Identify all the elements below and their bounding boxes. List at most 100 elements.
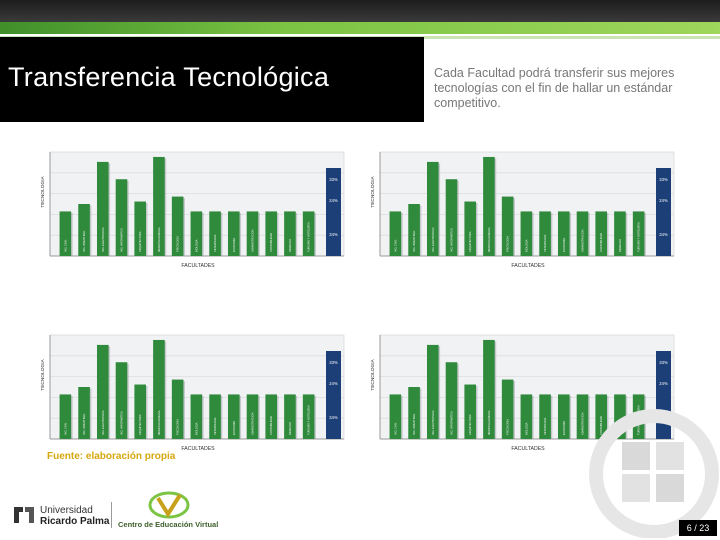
bar <box>190 394 203 439</box>
bar-label: ING. CIVIL <box>63 239 67 252</box>
bar <box>209 211 221 256</box>
title-box <box>0 37 424 122</box>
slide-description: Cada Facultad podrá transferir sus mejor… <box>434 66 675 110</box>
bar-chart-2: ING. CIVIL ING. INDUSTRIAL ING. ELECTRONIC… <box>370 151 675 268</box>
bar <box>595 394 608 439</box>
bar-label: DERECHO <box>288 239 292 252</box>
bar-label: MEDICINA HUMANA <box>157 227 161 252</box>
x-axis-label: FACULTADES <box>181 446 215 451</box>
bar-label: VETERINARIA <box>213 417 217 435</box>
bar <box>426 161 439 256</box>
bar-label: PSICOLOGIA <box>176 236 180 252</box>
bar-label: MEDICINA HUMANA <box>487 227 491 252</box>
bar-label: ING. INFORMATICA <box>450 228 454 252</box>
bar-label: TURISMO Y HOTELERIA <box>637 222 641 252</box>
bar <box>78 204 90 256</box>
bar-label: TURISMO Y HOTELERIA <box>307 405 311 435</box>
bar-label: CONTABILIDAD <box>269 416 273 435</box>
bar-label: ADMINISTRACION <box>251 412 255 435</box>
bar-label: MEDICINA HUMANA <box>157 410 161 435</box>
bar-label: BIOLOGIA <box>194 422 198 435</box>
bar <box>576 394 589 439</box>
bar <box>557 211 570 256</box>
bar-label: ING. INDUSTRIAL <box>412 230 416 252</box>
bar <box>539 394 551 439</box>
page-number: 6 / 23 <box>679 520 717 536</box>
bar-label: ING. ELECTRONICA <box>431 410 435 435</box>
bar-label: ING. INDUSTRIAL <box>82 413 86 435</box>
bar <box>483 156 495 256</box>
bar <box>246 211 259 256</box>
bar <box>445 179 458 256</box>
bar-label: CONTABILIDAD <box>269 233 273 252</box>
bar <box>153 339 165 439</box>
bar-label: ING. INFORMATICA <box>450 411 454 435</box>
bar <box>389 211 402 256</box>
bar <box>614 211 626 256</box>
bar-label: ARQUITECTURA <box>468 231 472 252</box>
bar <box>115 362 128 439</box>
bar-label: BIOLOGIA <box>524 422 528 435</box>
bar-label: ECONOMIA <box>562 421 566 435</box>
bar <box>464 201 477 256</box>
bar <box>302 211 315 256</box>
bar <box>464 384 477 439</box>
bar-label: DERECHO <box>288 422 292 435</box>
bar-chart-1: ING. CIVIL ING. INDUSTRIAL ING. ELECTRONIC… <box>40 151 345 268</box>
bar-label: ADMINISTRACION <box>251 229 255 252</box>
bar-label: ECONOMIA <box>232 238 236 252</box>
legend-value: 24% <box>659 381 668 386</box>
slide-title: Transferencia Tecnológica <box>8 62 330 92</box>
bar <box>265 394 278 439</box>
legend-column <box>326 351 341 439</box>
top-dark-bar <box>0 0 720 22</box>
bar-label: BIOLOGIA <box>524 239 528 252</box>
bar <box>539 211 551 256</box>
bar <box>576 211 589 256</box>
bar <box>171 196 184 256</box>
bar <box>302 394 315 439</box>
bar-label: ING. ELECTRONICA <box>431 227 435 252</box>
y-axis-label: TECNOLOGIA <box>40 175 46 207</box>
bar <box>614 394 626 439</box>
bar-label: ING. INFORMATICA <box>120 411 124 435</box>
bar-label: ECONOMIA <box>562 238 566 252</box>
legend-value: 33% <box>659 360 668 365</box>
bar-label: ING. ELECTRONICA <box>101 227 105 252</box>
bar <box>408 387 420 439</box>
bar-label: ARQUITECTURA <box>138 231 142 252</box>
bar <box>59 211 72 256</box>
legend-value: 34% <box>329 415 338 420</box>
bar <box>227 211 240 256</box>
bar-label: VETERINARIA <box>543 234 547 252</box>
logo-divider <box>111 502 112 528</box>
bar-chart-3: ING. CIVIL ING. INDUSTRIAL ING. ELECTRONIC… <box>40 334 345 451</box>
bar-label: VETERINARIA <box>543 417 547 435</box>
bar-label: VETERINARIA <box>213 234 217 252</box>
legend-value: 24% <box>329 381 338 386</box>
x-axis-label: FACULTADES <box>511 446 545 451</box>
bar-label: PSICOLOGIA <box>506 419 510 435</box>
university-seal-watermark-icon <box>589 409 719 538</box>
bar <box>389 394 402 439</box>
bar-label: CONTABILIDAD <box>599 416 603 435</box>
x-axis-label: FACULTADES <box>511 263 545 268</box>
bar <box>115 179 128 256</box>
bar <box>171 379 184 439</box>
legend-column <box>656 168 671 256</box>
center-name: Centro de Educación Virtual <box>118 520 219 529</box>
legend-value: 24% <box>659 198 668 203</box>
bar-label: ADMINISTRACION <box>581 229 585 252</box>
bar <box>265 211 278 256</box>
bar <box>501 196 514 256</box>
bar-label: BIOLOGIA <box>194 239 198 252</box>
y-axis-label: TECNOLOGIA <box>40 358 46 390</box>
bar <box>153 156 165 256</box>
university-logo-icon <box>12 503 36 527</box>
bar <box>284 211 296 256</box>
bar-label: PSICOLOGIA <box>506 236 510 252</box>
bar-label: MEDICINA HUMANA <box>487 410 491 435</box>
bar-label: ADMINISTRACION <box>581 412 585 435</box>
bar-label: ING. INDUSTRIAL <box>82 230 86 252</box>
university-name-line2: Ricardo Palma <box>40 516 110 527</box>
